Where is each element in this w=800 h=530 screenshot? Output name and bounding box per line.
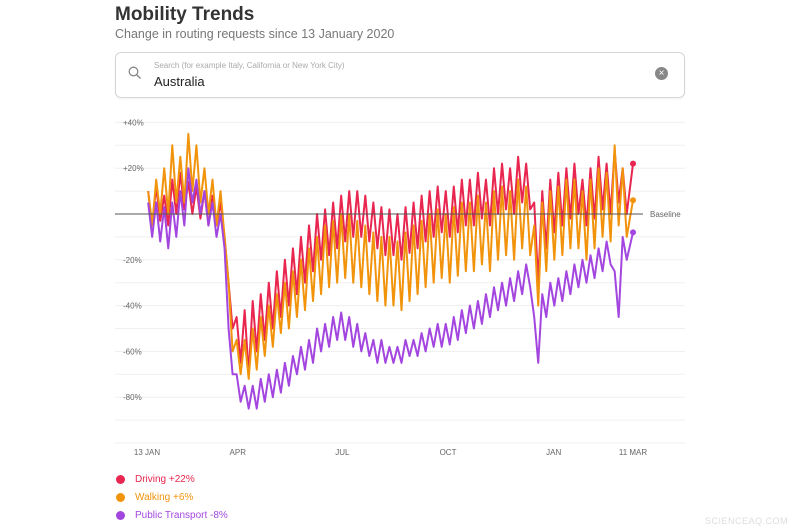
series-end-dot [630, 197, 637, 204]
legend-item-walking[interactable]: Walking +6% [116, 488, 228, 506]
legend-dot [116, 510, 125, 520]
search-input[interactable]: Search (for example Italy, California or… [115, 52, 685, 98]
page-title: Mobility Trends [115, 4, 255, 25]
search-value[interactable]: Australia [154, 74, 205, 89]
y-tick-label: +20% [123, 164, 144, 173]
y-tick-label: -80% [123, 393, 142, 402]
x-tick-label: APR [230, 448, 247, 457]
x-tick-label: JUL [335, 448, 350, 457]
legend-dot [116, 492, 125, 502]
search-icon [128, 66, 141, 79]
mobility-chart: +40% +20% -20% -40% -60% -80% 13 JAN APR JUL OCT J… [115, 118, 685, 457]
series-end-dot [630, 229, 637, 236]
series-line-walking [147, 132, 635, 380]
y-tick-label: -20% [123, 256, 142, 265]
baseline-label: Baseline [650, 210, 681, 219]
legend-item-public-transport[interactable]: Public Transport -8% [116, 506, 228, 524]
legend-label: Public Transport -8% [135, 509, 228, 521]
legend-dot [116, 474, 125, 484]
clear-icon[interactable]: × [655, 67, 668, 80]
legend: Driving +22% Walking +6% Public Transpor… [116, 470, 228, 524]
legend-label: Driving +22% [135, 473, 195, 485]
x-tick-label: 11 MAR [619, 448, 648, 457]
page-subtitle: Change in routing requests since 13 Janu… [115, 27, 395, 41]
x-tick-label: JAN [546, 448, 561, 457]
series-end-dot [630, 160, 637, 167]
series-line-public-transport [147, 167, 635, 410]
x-tick-label: 13 JAN [134, 448, 160, 457]
y-tick-label: -40% [123, 302, 142, 311]
legend-item-driving[interactable]: Driving +22% [116, 470, 228, 488]
y-tick-label: +40% [123, 118, 144, 127]
watermark: SCIENCEAQ.COM [704, 516, 788, 526]
search-placeholder: Search (for example Italy, California or… [154, 61, 345, 70]
legend-label: Walking +6% [135, 491, 194, 503]
x-tick-label: OCT [440, 448, 457, 457]
y-tick-label: -60% [123, 347, 142, 356]
